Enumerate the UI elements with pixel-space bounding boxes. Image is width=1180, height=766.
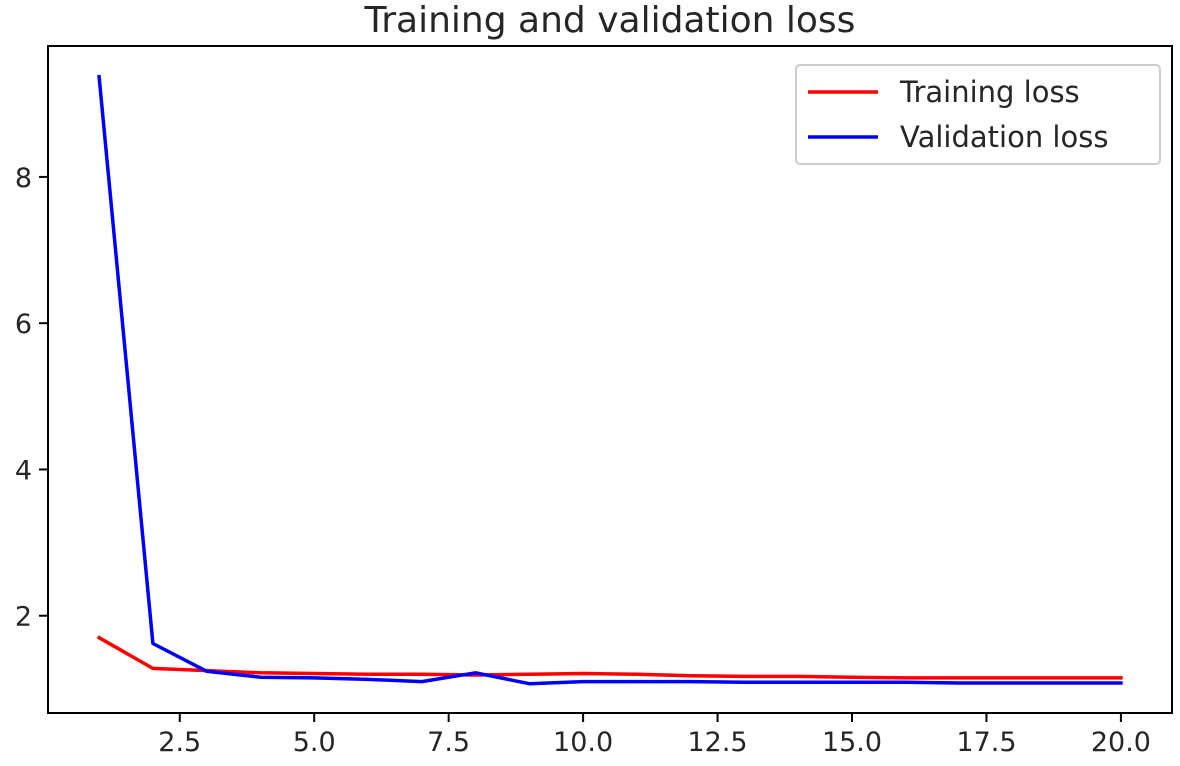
x-tick-label: 10.0 xyxy=(553,727,613,758)
plot-frame xyxy=(47,45,1173,714)
x-tick-label: 7.5 xyxy=(427,727,470,758)
y-tick-label: 8 xyxy=(15,163,32,194)
legend: Training loss Validation loss xyxy=(795,64,1161,165)
x-tick-label: 15.0 xyxy=(822,727,882,758)
x-tick-label: 5.0 xyxy=(293,727,336,758)
legend-label-validation-loss: Validation loss xyxy=(900,120,1108,154)
x-tick-label: 20.0 xyxy=(1091,727,1151,758)
y-tick-label: 2 xyxy=(15,602,32,633)
plot-layer xyxy=(96,74,1123,686)
y-tick-label: 4 xyxy=(15,455,32,486)
series-line-training-loss xyxy=(96,635,1123,680)
x-tick-label: 2.5 xyxy=(158,727,201,758)
x-tick-label: 12.5 xyxy=(687,727,747,758)
legend-label-training-loss: Training loss xyxy=(899,75,1080,109)
x-tick-label: 17.5 xyxy=(956,727,1016,758)
axes-layer: 2.5 5.0 7.5 10.0 12.5 15.0 17.5 20.0 2 4 6 8 xyxy=(15,45,1173,758)
y-tick-label: 6 xyxy=(15,309,32,340)
legend-box xyxy=(795,64,1161,165)
chart-title: Training and validation loss xyxy=(364,0,856,41)
series-line-validation-loss xyxy=(97,74,1123,686)
